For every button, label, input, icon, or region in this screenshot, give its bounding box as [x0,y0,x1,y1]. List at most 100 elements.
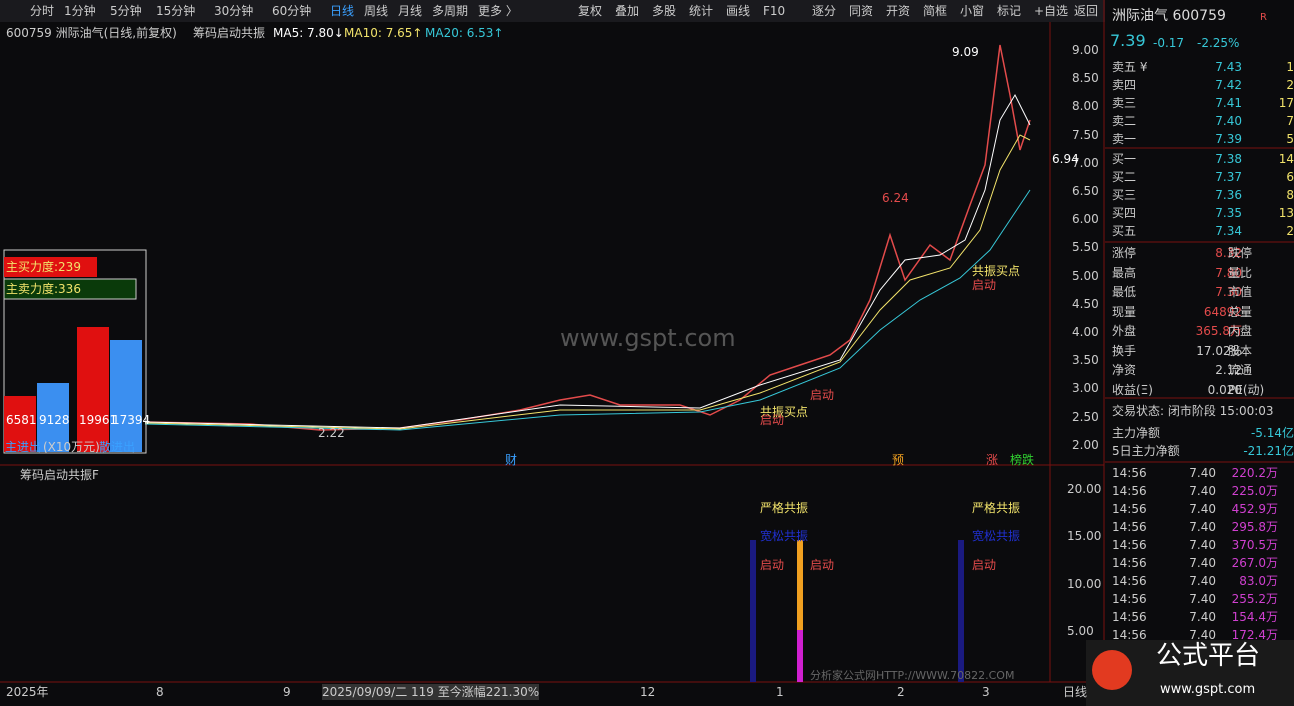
book-price: 7.35 [1215,206,1242,220]
sub-tick: 5.00 [1067,623,1094,638]
tool-button[interactable]: +自选 [1034,4,1069,18]
stat-label: 最高 [1112,265,1137,280]
quote-tag: R [1260,12,1267,23]
period-tab[interactable]: 更多 〉 [478,4,518,18]
stat-label: 收益(Ξ) [1112,382,1153,397]
period-tab[interactable]: 日线 [330,4,355,18]
tool-button[interactable]: F10 [763,4,786,18]
period-tab[interactable]: 1分钟 [64,4,96,18]
period-tab[interactable]: 5分钟 [110,4,142,18]
stat-label: 股本 [1228,343,1253,358]
trade-price: 7.40 [1189,538,1216,552]
legend: 主进出 [5,440,42,454]
book-volume: 14 [1278,152,1294,166]
price-tick: 5.50 [1072,240,1099,255]
trade-amount: 295.8万 [1231,520,1278,534]
trade-time: 14:56 [1112,574,1147,588]
tool-button[interactable]: 返回 [1074,4,1099,18]
book-volume: 13 [1278,206,1294,220]
buy-point: 共振买点 [760,405,809,419]
period-tab[interactable]: 60分钟 [272,4,312,18]
tool-button[interactable]: 多股 [652,4,677,18]
tool-button[interactable]: 画线 [726,4,751,18]
legend: 散进出 [99,440,136,454]
trade-amount: 255.2万 [1231,592,1278,606]
period-tab[interactable]: 多周期 [432,4,469,18]
sub-title: 筹码启动共振F [20,468,99,482]
sub-tick: 15.00 [1067,529,1102,544]
book-label: 卖三 [1112,96,1137,110]
book-price: 7.36 [1215,188,1242,202]
stat-label: 跌停 [1228,246,1253,260]
watermark: www.gspt.com [560,324,736,352]
trade-amount: 83.0万 [1239,574,1278,588]
start-label: 启动 [810,558,835,572]
trade-amount: 172.4万 [1231,628,1278,642]
period-tab[interactable]: 分时 [30,4,55,18]
net-label: 主力净额 [1112,426,1161,440]
period-tab[interactable]: 月线 [398,4,423,18]
quote-title: 洲际油气 600759 [1112,8,1226,24]
loose-signal: 宽松共振 [972,529,1021,543]
tool-button[interactable]: 叠加 [615,4,640,18]
price-tick: 4.50 [1072,296,1099,311]
stat-label: 总量 [1228,304,1253,319]
trade-amount: 370.5万 [1231,538,1278,552]
book-price: 7.42 [1215,78,1242,92]
trade-time: 14:56 [1112,520,1147,534]
period-tab[interactable]: 15分钟 [156,4,196,18]
date-label: 1 [776,685,784,699]
tool-button[interactable]: 小窗 [960,4,985,18]
book-label: 买二 [1112,170,1137,184]
trade-price: 7.40 [1189,484,1216,498]
current-price: 6.94 [1052,152,1079,166]
trade-time: 14:56 [1112,592,1147,606]
tool-button[interactable]: 复权 [578,4,603,18]
book-price: 7.37 [1215,170,1242,184]
stat-label: 外盘 [1112,324,1137,338]
book-volume: 2 [1286,224,1294,238]
trade-time: 14:56 [1112,466,1147,480]
price-tick: 7.50 [1072,127,1099,142]
book-price: 7.40 [1215,114,1242,128]
trade-price: 7.40 [1189,574,1216,588]
tool-button[interactable]: 同资 [849,4,874,18]
stat-label: 内盘 [1228,324,1253,338]
main-buy: 主买力度:239 [6,260,81,274]
stat-value: 7.30 [1215,285,1242,299]
change: -0.17 [1153,36,1185,50]
trade-time: 14:56 [1112,484,1147,498]
stat-label: 涨停 [1112,246,1137,260]
tool-button[interactable]: 标记 [997,4,1022,18]
price-tick: 5.00 [1072,268,1099,283]
period-tab[interactable]: 周线 [364,4,389,18]
stat-label: PE(动) [1228,382,1265,397]
book-volume: 1 [1286,60,1294,74]
tool-button[interactable]: 统计 [689,4,714,18]
tool-button[interactable]: 简框 [923,4,948,18]
ma5: MA5: 7.80↓ [273,26,344,40]
trade-amount: 267.0万 [1231,556,1278,570]
footer-text: 分析家公式网HTTP://WWW.70822.COM [810,669,1015,682]
net-value: -5.14亿 [1250,426,1294,440]
price-tick: 4.00 [1072,325,1099,339]
last-price: 7.39 [1110,31,1146,50]
bar-value: 17394 [112,413,151,427]
legend: (X10万元) [43,440,100,454]
start-label: 启动 [760,558,785,572]
stat-value: 365.8万 [1195,324,1242,338]
book-label: 买五 [1112,224,1137,238]
event-tag: 财 [505,453,518,467]
stock-label: 600759 洲际油气(日线,前复权) [6,26,177,40]
period-tab[interactable]: 30分钟 [214,4,254,18]
trade-price: 7.40 [1189,502,1216,516]
trade-time: 14:56 [1112,556,1147,570]
tool-button[interactable]: 开资 [886,4,911,18]
book-volume: 17 [1278,96,1294,110]
trade-amount: 452.9万 [1231,502,1278,516]
tool-button[interactable]: 逐分 [812,4,837,18]
loose-signal: 宽松共振 [760,529,809,543]
trade-amount: 220.2万 [1231,466,1278,480]
